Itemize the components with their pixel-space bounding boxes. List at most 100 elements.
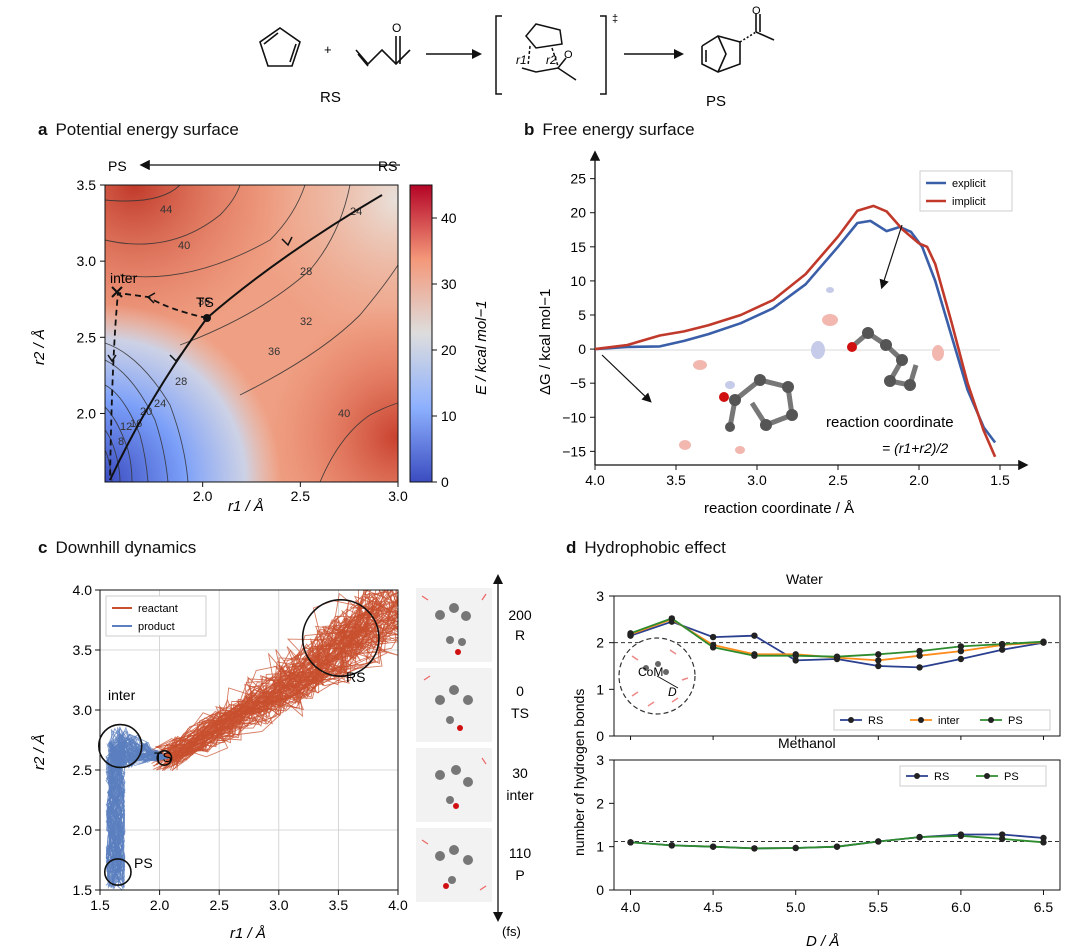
methanol-subplot-title: Methanol xyxy=(778,735,836,751)
reactant-trajectory xyxy=(152,601,386,750)
region-circle-inter xyxy=(98,723,143,769)
reactant-trajectory xyxy=(166,590,359,764)
fes-series xyxy=(594,204,997,458)
reactant-trajectory xyxy=(166,590,380,757)
panel-d-title: d Hydrophobic effect xyxy=(566,538,726,558)
ts-double-dagger: ‡ xyxy=(612,13,618,25)
reactant-trajectory xyxy=(155,590,371,748)
y-tick-label: 3.5 xyxy=(73,642,93,658)
methanol-plot: 0 1 2 3 RS PS xyxy=(596,752,1060,898)
x-tick-label: 2.0 xyxy=(193,488,213,504)
colorbar-tick-label: 30 xyxy=(441,276,457,292)
snapshot-r xyxy=(416,588,492,662)
data-point xyxy=(957,655,965,663)
pes-inter-label: inter xyxy=(110,270,138,286)
pes-arrow-rs-label: RS xyxy=(378,158,397,174)
timeline-unit: (fs) xyxy=(502,924,521,939)
fes-reaction-coordinate-note: reaction coordinate xyxy=(826,414,954,431)
contour-label: 16 xyxy=(130,418,142,430)
contour-label: 40 xyxy=(178,240,190,252)
data-point xyxy=(668,615,676,622)
downhill-legend: reactant product xyxy=(105,595,207,637)
reactant-trajectory xyxy=(157,606,397,755)
region-circle-ts xyxy=(156,750,173,766)
reactant-trajectory xyxy=(151,616,397,764)
pes-y-label: r2 / Å xyxy=(31,329,48,365)
fes-molecule-snapshot-2 xyxy=(811,287,944,391)
data-point xyxy=(709,843,717,850)
contour-label: 32 xyxy=(300,316,312,328)
timeline-time: 0 xyxy=(516,683,524,699)
reaction-arrow-1 xyxy=(426,49,482,59)
data-point xyxy=(957,647,965,655)
x-tick-label: 2.0 xyxy=(909,472,929,488)
pes-x-label: r1 / Å xyxy=(228,498,264,515)
colorbar-tick-label: 10 xyxy=(441,408,457,424)
y-tick-label: 3 xyxy=(596,588,604,604)
region-circle-ps xyxy=(103,858,132,886)
contour-label: 36 xyxy=(198,296,210,308)
legend: RS inter PS xyxy=(833,709,1051,731)
downhill-x-ticks: 1.5 2.0 2.5 3.0 3.5 4.0 xyxy=(90,890,408,913)
y-tick-label: 25 xyxy=(570,171,586,187)
timeline-time: 30 xyxy=(512,765,528,781)
fes-line-implicit xyxy=(594,204,997,458)
downhill-ps-label: PS xyxy=(134,855,153,871)
y-tick-label: 10 xyxy=(570,273,586,289)
snapshot-inter xyxy=(416,748,492,822)
y-tick-label: 15 xyxy=(570,239,586,255)
legend-marker xyxy=(918,717,924,723)
pes-colorbar xyxy=(409,184,433,483)
legend-marker xyxy=(914,773,920,779)
legend-label: inter xyxy=(938,715,960,727)
panel-d-title-text: Hydrophobic effect xyxy=(584,538,726,557)
legend-marker xyxy=(848,717,854,723)
data-point xyxy=(957,643,965,650)
data-point xyxy=(916,833,923,841)
pes-contour-labels: 44 40 36 32 28 24 28 36 40 24 20 16 12 8 xyxy=(118,204,362,448)
panel-c-downhill-chart: RS inter TS PS reactant product 1.5 2.0 2.… xyxy=(31,574,534,940)
contour-label: 28 xyxy=(300,266,312,278)
data-point xyxy=(709,633,717,641)
y-tick-label: 0 xyxy=(596,882,604,898)
data-point xyxy=(833,653,841,660)
x-tick-label: 3.0 xyxy=(269,897,289,913)
contour-label: 24 xyxy=(154,398,166,410)
timeline-time: 200 xyxy=(508,607,532,623)
x-tick-label: 4.5 xyxy=(703,899,723,915)
y-tick-label: 3.5 xyxy=(77,177,97,193)
x-tick-label: 3.0 xyxy=(747,472,767,488)
pes-contours xyxy=(104,184,399,483)
downhill-y-ticks: 1.5 2.0 2.5 3.0 3.5 4.0 xyxy=(73,582,100,898)
data-point xyxy=(751,632,758,639)
fes-x-ticks: 4.0 3.5 3.0 2.5 2.0 1.5 xyxy=(585,465,1010,488)
pes-ts-marker xyxy=(203,314,211,322)
region-circle-rs xyxy=(301,599,380,677)
norbornene-structure xyxy=(701,14,775,73)
reactant-state-label: RS xyxy=(320,89,341,106)
data-point xyxy=(668,842,676,849)
data-point xyxy=(627,630,634,637)
data-point xyxy=(1040,638,1047,645)
panel-c-title-text: Downhill dynamics xyxy=(55,538,197,557)
timeline-state: R xyxy=(515,627,525,643)
y-tick-label: 2.0 xyxy=(77,405,97,421)
downhill-ts-label: TS xyxy=(154,749,172,765)
carbonyl-oxygen: O xyxy=(392,21,401,35)
product-trajectory xyxy=(108,746,169,880)
timeline-state: inter xyxy=(506,787,534,803)
timeline-state: TS xyxy=(511,705,529,721)
legend-label-product: product xyxy=(138,621,175,633)
product-trajectory xyxy=(105,739,164,886)
legend-label: RS xyxy=(868,715,883,727)
x-tick-label: 6.0 xyxy=(951,899,971,915)
y-tick-label: 2 xyxy=(596,795,604,811)
pes-inter-path xyxy=(109,291,208,481)
fes-y-label: ΔG / kcal mol−1 xyxy=(537,289,554,395)
y-tick-label: −15 xyxy=(562,443,586,459)
y-tick-label: 1 xyxy=(596,681,604,697)
fes-formula: = (r1+r2)/2 xyxy=(882,440,948,456)
x-tick-label: 1.5 xyxy=(990,472,1010,488)
x-tick-label: 3.5 xyxy=(329,897,349,913)
x-tick-label: 5.5 xyxy=(869,899,889,915)
